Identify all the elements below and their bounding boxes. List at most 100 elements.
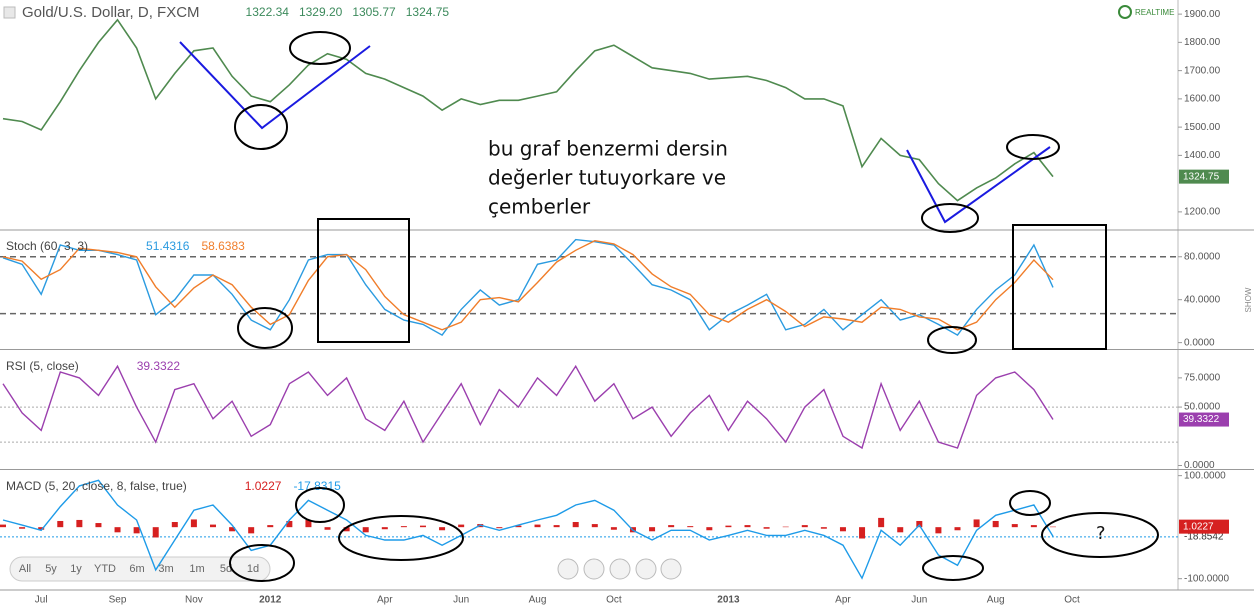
histogram-bar bbox=[76, 519, 83, 528]
histogram-bar bbox=[668, 525, 675, 528]
drawn-circle bbox=[922, 555, 984, 581]
y-tick-label: 0.0000 bbox=[1184, 337, 1215, 348]
panel-title: RSI (5, close) bbox=[6, 359, 79, 373]
y-tick-label: 40.0000 bbox=[1184, 294, 1221, 305]
nav-button[interactable] bbox=[557, 558, 579, 580]
range-button[interactable]: All bbox=[19, 563, 31, 575]
x-tick-label: Jun bbox=[453, 595, 469, 605]
histogram-bar bbox=[152, 527, 159, 538]
x-tick-label: 2013 bbox=[717, 595, 740, 605]
histogram-bar bbox=[725, 525, 732, 528]
histogram-bar bbox=[381, 527, 388, 530]
histogram-bar bbox=[439, 527, 446, 531]
last-value-label: 1324.75 bbox=[1183, 171, 1220, 182]
series-line bbox=[2, 239, 1054, 331]
signal-label: -18.8542 bbox=[1184, 532, 1224, 543]
histogram-bar bbox=[362, 527, 369, 533]
range-button[interactable]: 1d bbox=[247, 563, 259, 575]
note-line: çemberler bbox=[488, 195, 591, 219]
nav-buttons bbox=[557, 558, 682, 580]
nav-button[interactable] bbox=[583, 558, 605, 580]
drawn-circle bbox=[289, 31, 351, 65]
histogram-bar bbox=[114, 527, 121, 533]
histogram-bar bbox=[305, 519, 312, 528]
histogram-bar bbox=[400, 526, 407, 528]
drawn-circle bbox=[1009, 490, 1051, 516]
panel-title: Stoch (60, 3, 3) bbox=[6, 239, 88, 253]
last-value-label: 39.3322 bbox=[1183, 414, 1220, 425]
range-button[interactable]: 1m bbox=[189, 563, 204, 575]
x-tick-label: Oct bbox=[606, 595, 622, 605]
nav-button[interactable] bbox=[609, 558, 631, 580]
histogram-bar bbox=[706, 527, 713, 531]
histogram-bar bbox=[343, 527, 350, 532]
y-tick-label: 0.0000 bbox=[1184, 460, 1215, 471]
x-tick-label: Nov bbox=[185, 595, 203, 605]
range-button[interactable]: 3m bbox=[158, 563, 173, 575]
histogram-bar bbox=[209, 524, 216, 528]
histogram-bar bbox=[267, 525, 274, 528]
histogram-bar bbox=[992, 520, 999, 528]
histogram-bar bbox=[763, 527, 770, 529]
x-tick-label: Sep bbox=[109, 595, 127, 605]
range-button[interactable]: 5y bbox=[45, 563, 57, 575]
drawn-circle bbox=[234, 104, 288, 150]
drawn-circle bbox=[237, 307, 293, 349]
histogram-bar bbox=[782, 526, 789, 528]
indicator-value: 1.0227 bbox=[245, 479, 282, 493]
histogram-bar bbox=[649, 527, 656, 532]
histogram-bar bbox=[286, 520, 293, 528]
histogram-bar bbox=[954, 527, 961, 531]
indicator-value: 51.4316 bbox=[146, 239, 190, 253]
panel-title: Gold/U.S. Dollar, D, FXCM bbox=[22, 4, 200, 21]
histogram-bar bbox=[515, 525, 522, 528]
drawn-circle bbox=[921, 203, 979, 233]
last-value-label: 1.0227 bbox=[1183, 521, 1214, 532]
histogram-bar bbox=[878, 517, 885, 528]
nav-button[interactable] bbox=[660, 558, 682, 580]
ohlc-value: 1324.75 bbox=[406, 5, 450, 19]
histogram-bar bbox=[1049, 526, 1056, 528]
histogram-bar bbox=[687, 526, 694, 528]
drawn-circle bbox=[1006, 134, 1060, 160]
note-line: değerler tutuyorkare ve bbox=[488, 166, 726, 190]
icon[interactable] bbox=[3, 6, 16, 19]
x-tick-label: Oct bbox=[1064, 595, 1080, 605]
histogram-bar bbox=[839, 527, 846, 532]
histogram-bar bbox=[859, 527, 866, 539]
drawn-circle bbox=[229, 544, 295, 582]
last-value-badge bbox=[1179, 169, 1229, 184]
indicator-value: 39.3322 bbox=[137, 359, 181, 373]
ohlc-value: 1329.20 bbox=[299, 5, 343, 19]
range-button[interactable]: YTD bbox=[94, 563, 116, 575]
show-label[interactable]: SHOW bbox=[1244, 287, 1253, 312]
question-mark: ? bbox=[1096, 523, 1106, 544]
histogram-bar bbox=[19, 527, 26, 529]
indicator-value: 58.6383 bbox=[201, 239, 245, 253]
histogram-bar bbox=[744, 525, 751, 528]
histogram-bar bbox=[496, 527, 503, 529]
nav-button[interactable] bbox=[635, 558, 657, 580]
y-tick-label: 1900.00 bbox=[1184, 9, 1221, 20]
drawn-circle bbox=[295, 487, 345, 523]
histogram-bar bbox=[190, 519, 197, 528]
x-tick-label: Aug bbox=[529, 595, 547, 605]
series-line bbox=[2, 479, 1054, 580]
range-toolbar bbox=[9, 556, 271, 582]
range-button[interactable]: 1y bbox=[70, 563, 82, 575]
y-tick-label: 1700.00 bbox=[1184, 65, 1221, 76]
histogram-bar bbox=[897, 527, 904, 533]
last-value-badge bbox=[1179, 412, 1229, 427]
histogram-bar bbox=[591, 524, 598, 528]
y-tick-label: 75.0000 bbox=[1184, 373, 1221, 384]
histogram-bar bbox=[801, 525, 808, 528]
histogram-bar bbox=[458, 524, 465, 528]
ohlc-value: 1305.77 bbox=[352, 5, 396, 19]
histogram-bar bbox=[324, 527, 331, 530]
range-button[interactable]: 5d bbox=[220, 563, 232, 575]
x-tick-label: Apr bbox=[835, 595, 851, 605]
histogram-bar bbox=[248, 527, 255, 534]
range-button[interactable]: 6m bbox=[129, 563, 144, 575]
histogram-bar bbox=[0, 524, 6, 528]
